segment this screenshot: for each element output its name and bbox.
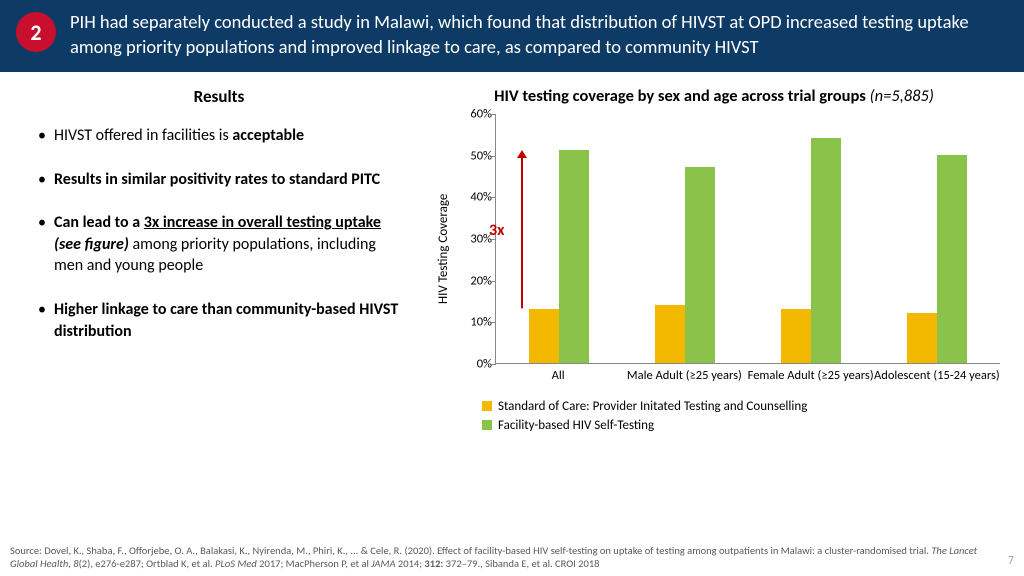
legend: Standard of Care: Provider Initated Test…: [482, 399, 1000, 433]
bar: [781, 309, 811, 363]
x-tick-label: Female Adult (≥25 years): [748, 364, 874, 383]
annotation-label: 3x: [489, 221, 504, 240]
legend-label: Standard of Care: Provider Initated Test…: [498, 399, 807, 414]
legend-swatch: [482, 420, 492, 430]
bar-group: [748, 114, 874, 363]
legend-label: Facility-based HIV Self-Testing: [498, 418, 654, 433]
bar: [559, 150, 589, 363]
results-list: HIVST offered in facilities is acceptabl…: [34, 125, 404, 342]
y-tick-label: 50%: [452, 148, 492, 163]
x-tick-label: All: [495, 364, 621, 383]
source-footer: Source: Dovel, K., Shaba, F., Offorjebe,…: [10, 544, 996, 570]
plot: 0%10%20%30%40%50%60%3x AllMale Adult (≥2…: [451, 114, 1000, 383]
legend-item: Facility-based HIV Self-Testing: [482, 418, 1000, 433]
results-panel: Results HIVST offered in facilities is a…: [34, 86, 404, 437]
chart-wrap: HIV Testing Coverage 0%10%20%30%40%50%60…: [434, 114, 1000, 383]
x-tick-label: Adolescent (15-24 years): [874, 364, 1000, 383]
bar-group: [874, 114, 1000, 363]
results-heading: Results: [34, 86, 404, 107]
bar-group: [622, 114, 748, 363]
bar: [655, 305, 685, 363]
results-item: Higher linkage to care than community-ba…: [34, 299, 404, 342]
y-tick-label: 60%: [452, 106, 492, 121]
y-tick-label: 30%: [452, 231, 492, 246]
bars-container: [496, 114, 1000, 363]
results-item: Results in similar positivity rates to s…: [34, 169, 404, 191]
header-bar: 2 PIH had separately conducted a study i…: [0, 0, 1024, 72]
content-area: Results HIVST offered in facilities is a…: [0, 72, 1024, 437]
results-item: Can lead to a 3x increase in overall tes…: [34, 212, 404, 277]
y-tick-label: 20%: [452, 273, 492, 288]
page-number: 7: [1008, 554, 1014, 568]
y-axis-label: HIV Testing Coverage: [434, 114, 451, 383]
header-title: PIH had separately conducted a study in …: [70, 10, 1008, 60]
bar: [937, 155, 967, 363]
slide-number-badge: 2: [16, 12, 56, 52]
x-tick-label: Male Adult (≥25 years): [621, 364, 747, 383]
bar: [907, 313, 937, 363]
results-item: HIVST offered in facilities is acceptabl…: [34, 125, 404, 147]
legend-item: Standard of Care: Provider Initated Test…: [482, 399, 1000, 414]
y-tick-label: 40%: [452, 190, 492, 205]
chart-panel: HIV testing coverage by sex and age acro…: [428, 86, 1000, 437]
y-tick-label: 10%: [452, 315, 492, 330]
y-tick-label: 0%: [452, 356, 492, 371]
legend-swatch: [482, 401, 492, 411]
bar: [685, 167, 715, 363]
x-ticks: AllMale Adult (≥25 years)Female Adult (≥…: [495, 364, 1000, 383]
bar: [811, 138, 841, 363]
bar: [529, 309, 559, 363]
plot-area: 0%10%20%30%40%50%60%3x: [495, 114, 1000, 364]
bar-group: [496, 114, 622, 363]
chart-title: HIV testing coverage by sex and age acro…: [428, 86, 1000, 106]
